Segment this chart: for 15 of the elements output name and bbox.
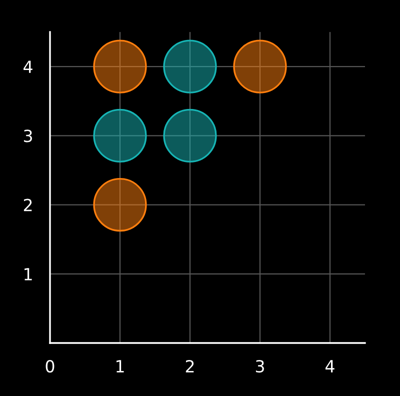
- point: [93, 40, 147, 94]
- y-tick-label: 4: [24, 60, 32, 73]
- point: [93, 178, 147, 232]
- point: [233, 40, 287, 94]
- y-tick-label: 2: [24, 198, 32, 212]
- x-tick-label: 0: [46, 360, 54, 373]
- point: [93, 108, 147, 162]
- point: [163, 108, 217, 162]
- point: [163, 40, 217, 94]
- x-tick-label: 4: [326, 360, 334, 372]
- x-tick-label: 1: [116, 360, 124, 372]
- y-tick-label: 3: [24, 130, 32, 142]
- x-tick-label: 3: [256, 360, 264, 373]
- y-tick-label: 1: [24, 268, 32, 280]
- x-tick-label: 2: [186, 360, 194, 372]
